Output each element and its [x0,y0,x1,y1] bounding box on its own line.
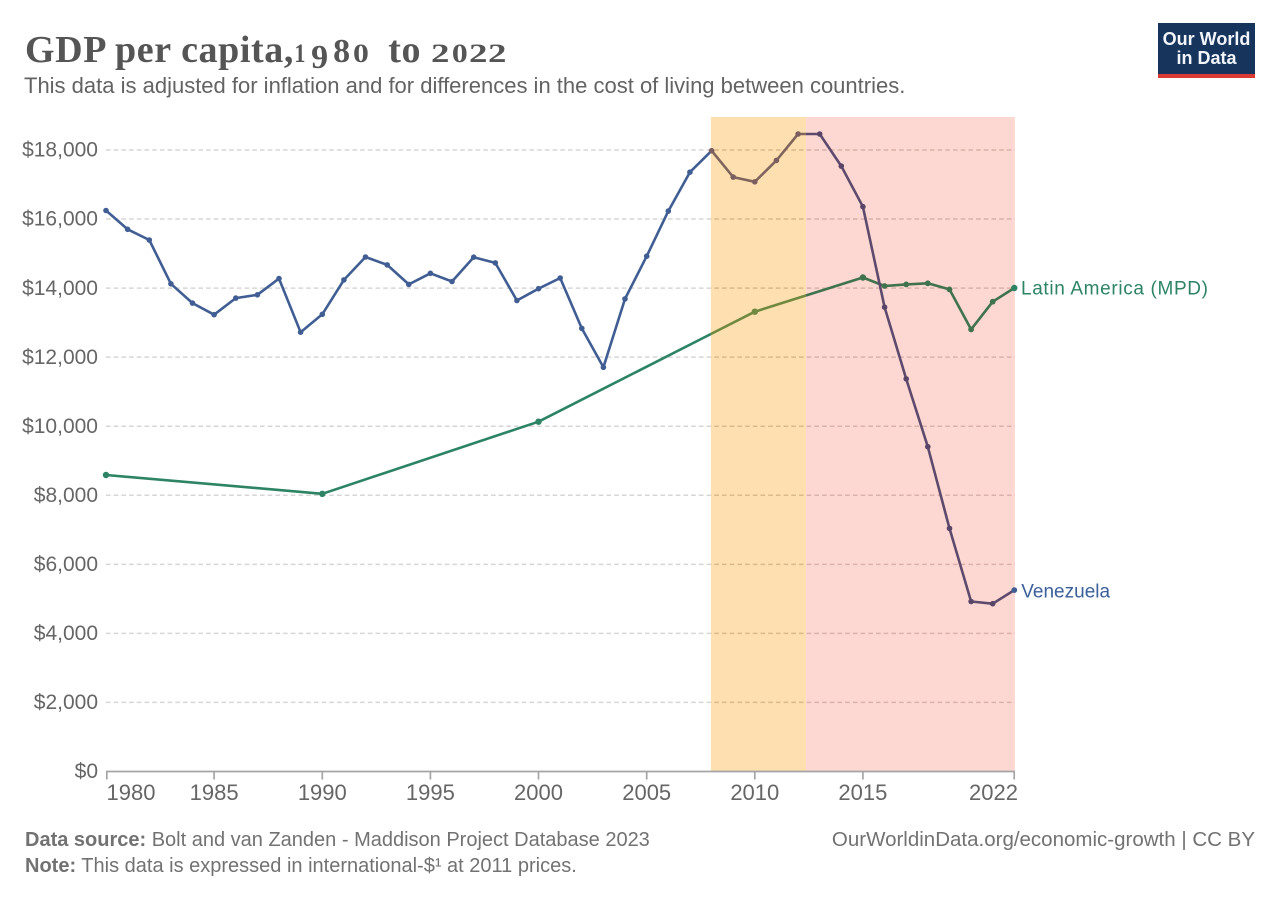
svg-text:2010: 2010 [730,780,779,805]
svg-text:$6,000: $6,000 [34,553,98,576]
svg-text:Latin America (MPD): Latin America (MPD) [1021,279,1209,300]
svg-text:$4,000: $4,000 [34,622,98,645]
svg-text:2000: 2000 [514,780,563,805]
svg-text:Venezuela: Venezuela [1021,582,1110,603]
svg-text:$16,000: $16,000 [22,208,98,231]
svg-text:1985: 1985 [190,780,239,805]
svg-text:2015: 2015 [838,780,887,805]
svg-text:1980: 1980 [107,780,156,805]
svg-text:$18,000: $18,000 [22,139,98,162]
svg-text:$12,000: $12,000 [22,346,98,369]
svg-text:$2,000: $2,000 [34,691,98,714]
svg-text:1990: 1990 [298,780,347,805]
svg-text:$14,000: $14,000 [22,277,98,300]
svg-text:$10,000: $10,000 [22,415,98,438]
svg-text:1995: 1995 [406,780,455,805]
svg-text:2005: 2005 [622,780,671,805]
svg-text:$8,000: $8,000 [34,484,98,507]
svg-text:$0: $0 [75,760,98,783]
svg-text:2022: 2022 [969,780,1018,805]
